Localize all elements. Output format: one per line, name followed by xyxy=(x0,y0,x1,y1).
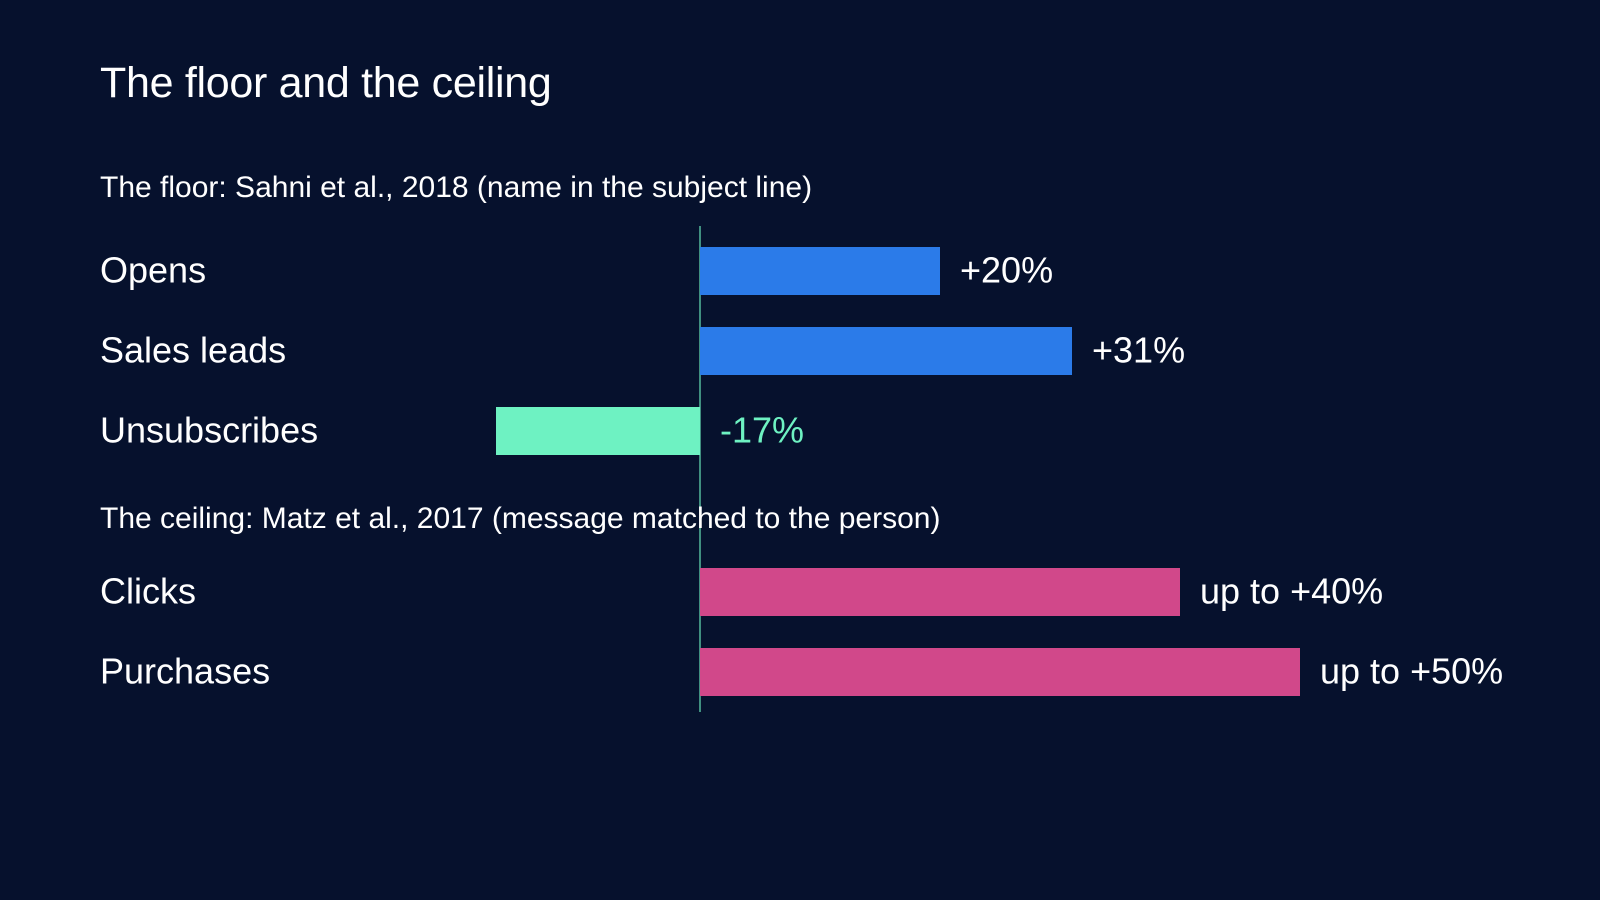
chart-title: The floor and the ceiling xyxy=(100,59,551,107)
value-label: +31% xyxy=(1092,330,1185,371)
bar xyxy=(700,327,1072,375)
bar xyxy=(700,247,940,295)
value-label: up to +50% xyxy=(1320,651,1503,692)
category-label: Unsubscribes xyxy=(100,410,318,451)
category-label: Sales leads xyxy=(100,330,286,371)
bar xyxy=(496,407,700,455)
category-label: Opens xyxy=(100,250,206,291)
bar xyxy=(700,568,1180,616)
chart-body: The floor: Sahni et al., 2018 (name in t… xyxy=(100,171,1503,712)
category-label: Clicks xyxy=(100,571,196,612)
value-label: up to +40% xyxy=(1200,571,1383,612)
bar xyxy=(700,648,1300,696)
category-label: Purchases xyxy=(100,651,270,692)
value-label: +20% xyxy=(960,250,1053,291)
group-label: The ceiling: Matz et al., 2017 (message … xyxy=(100,502,940,535)
group-label: The floor: Sahni et al., 2018 (name in t… xyxy=(100,171,812,204)
value-label: -17% xyxy=(720,410,804,451)
